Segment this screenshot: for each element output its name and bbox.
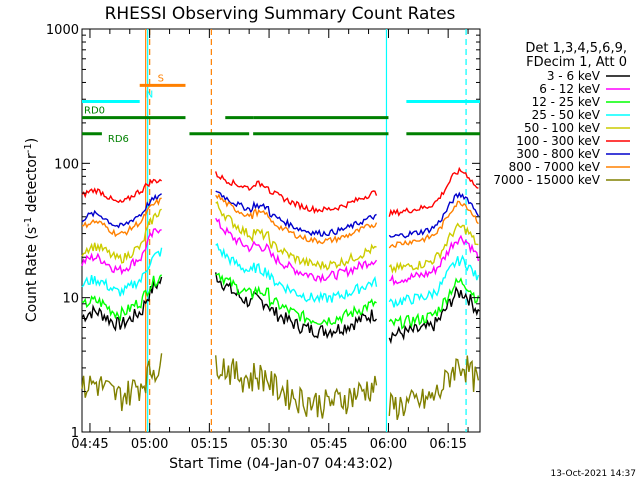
x-tick-label: 05:00 — [131, 437, 168, 452]
series-line — [82, 193, 479, 249]
x-axis-ticks: 04:45 05:00 05:15 05:30 05:45 06:00 06:15 — [71, 29, 469, 452]
series-line — [81, 353, 480, 420]
x-axis-label: Start Time (04-Jan-07 04:43:02) — [169, 456, 393, 472]
flag-label: S — [158, 73, 164, 84]
y-axis-label-sup1: -1 — [23, 217, 34, 227]
series-line — [81, 242, 480, 308]
legend-label: 50 - 100 keV — [524, 121, 601, 135]
y-tick-label: 1 — [71, 426, 79, 441]
flag-label: RD6 — [108, 134, 129, 145]
series-line — [81, 217, 480, 286]
flag-bars: SN RD0 RD6 — [82, 73, 480, 145]
chart-title: RHESSI Observing Summary Count Rates — [105, 4, 456, 24]
x-tick-label: 05:30 — [250, 437, 287, 452]
legend-label: 7000 - 15000 keV — [493, 173, 600, 187]
legend-label: 300 - 800 keV — [516, 147, 600, 161]
legend-label: 100 - 300 keV — [516, 134, 600, 148]
y-axis-label-sup2: -1 — [23, 143, 34, 153]
legend-label: 25 - 50 keV — [532, 108, 601, 122]
legend-title-line2: FDecim 1, Att 0 — [526, 55, 627, 70]
y-tick-label: 10 — [62, 292, 79, 307]
y-axis-label-part1: Count Rate (s — [24, 227, 40, 322]
y-axis-ticks: 1 10 100 1000 — [46, 23, 480, 441]
y-axis-label-part3: ) — [24, 138, 40, 143]
plot-frame — [81, 28, 481, 433]
x-tick-label: 05:15 — [191, 437, 228, 452]
x-tick-label: 04:45 — [71, 437, 108, 452]
series-line — [81, 200, 479, 274]
x-tick-label: 05:45 — [310, 437, 347, 452]
flag-label: RD0 — [84, 106, 105, 117]
legend-title-line1: Det 1,3,4,5,6,9, — [525, 41, 627, 56]
y-axis-label-part2: detector — [24, 153, 40, 217]
series-line — [81, 166, 479, 217]
flag-label: N — [146, 90, 153, 101]
legend-label: 3 - 6 keV — [547, 69, 601, 83]
x-tick-label: 06:00 — [370, 437, 407, 452]
legend-label: 800 - 7000 keV — [509, 160, 601, 174]
legend-label: 12 - 25 keV — [532, 95, 601, 109]
y-axis-label: Count Rate (s-1 detector-1) — [23, 138, 41, 322]
series-line — [81, 272, 480, 345]
y-tick-label: 100 — [54, 157, 79, 172]
legend: Det 1,3,4,5,6,9, FDecim 1, Att 0 3 - 6 k… — [493, 41, 630, 187]
series-lines — [81, 166, 480, 420]
series-line — [81, 272, 480, 330]
plot-area: SN RD0 RD6 1 10 100 1000 04:45 05:00 05:15 05:30… — [46, 23, 481, 452]
footer-timestamp: 13-Oct-2021 14:37 — [551, 469, 636, 479]
y-tick-label: 1000 — [46, 23, 79, 38]
x-tick-label: 06:15 — [429, 437, 466, 452]
legend-label: 6 - 12 keV — [539, 82, 601, 96]
series-line — [81, 190, 480, 239]
